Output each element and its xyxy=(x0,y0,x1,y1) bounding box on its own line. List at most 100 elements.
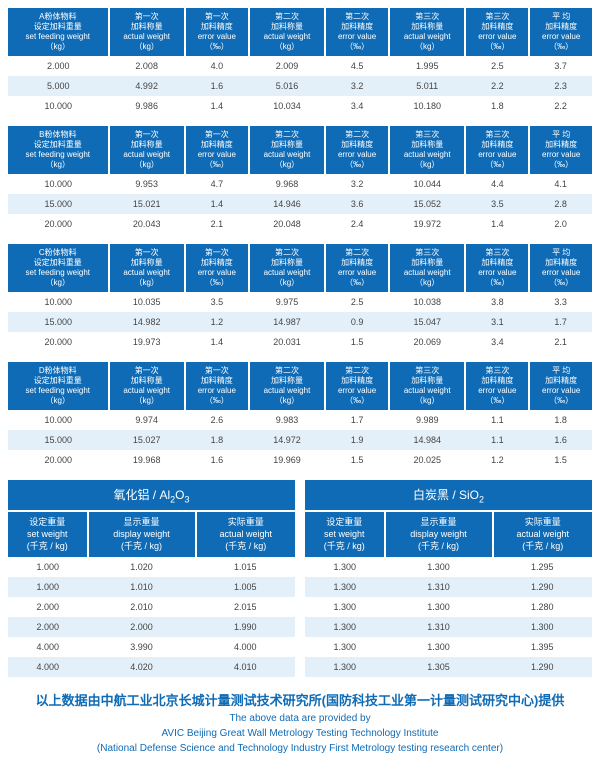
table-cell: 1.300 xyxy=(385,597,493,617)
table-cell: 1.990 xyxy=(196,617,295,637)
table-cell: 1.2 xyxy=(185,312,249,332)
material-title: 白炭黑 / SiO2 xyxy=(305,480,592,512)
table-cell: 3.4 xyxy=(325,96,389,116)
column-header: 平 均加料精度error value（‰） xyxy=(529,126,592,174)
table-cell: 10.044 xyxy=(389,174,465,194)
table-cell: 1.280 xyxy=(493,597,592,617)
table-cell: 1.300 xyxy=(305,617,385,637)
table-cell: 14.987 xyxy=(249,312,325,332)
table-cell: 19.972 xyxy=(389,214,465,234)
table-cell: 19.969 xyxy=(249,450,325,470)
column-header: 显示重量display weight(千克 / kg) xyxy=(385,512,493,557)
table-cell: 10.035 xyxy=(109,292,185,312)
table-cell: 2.000 xyxy=(88,617,196,637)
table-cell: 20.000 xyxy=(8,332,109,352)
table-cell: 2.5 xyxy=(325,292,389,312)
table-cell: 9.974 xyxy=(109,410,185,430)
table-row: 15.00015.0211.414.9463.615.0523.52.8 xyxy=(8,194,592,214)
table-cell: 1.300 xyxy=(305,577,385,597)
table-row: 1.3001.3101.290 xyxy=(305,577,592,597)
table-row: 10.0009.9742.69.9831.79.9891.11.8 xyxy=(8,410,592,430)
table-cell: 1.310 xyxy=(385,577,493,597)
column-header: 第二次加料精度error value（‰） xyxy=(325,362,389,410)
table-cell: 1.7 xyxy=(325,410,389,430)
table-row: 1.0001.0201.015 xyxy=(8,557,295,577)
table-cell: 15.000 xyxy=(8,312,109,332)
table-cell: 1.305 xyxy=(385,657,493,677)
column-header: 平 均加料精度error value（‰） xyxy=(529,244,592,292)
column-header: 第一次加料称量actual weight（kg） xyxy=(109,362,185,410)
table-cell: 15.027 xyxy=(109,430,185,450)
table-cell: 20.000 xyxy=(8,214,109,234)
column-header: 设定重量set weight(千克 / kg) xyxy=(8,512,88,557)
table-cell: 10.000 xyxy=(8,292,109,312)
footer-line-en1: The above data are provided by xyxy=(8,711,592,726)
table-row: 10.0009.9861.410.0343.410.1801.82.2 xyxy=(8,96,592,116)
table-cell: 20.025 xyxy=(389,450,465,470)
table-cell: 1.310 xyxy=(385,617,493,637)
table-cell: 9.968 xyxy=(249,174,325,194)
table-cell: 20.069 xyxy=(389,332,465,352)
table-cell: 15.000 xyxy=(8,194,109,214)
table-cell: 5.016 xyxy=(249,76,325,96)
table-cell: 2.1 xyxy=(529,332,592,352)
table-cell: 4.7 xyxy=(185,174,249,194)
table-row: 5.0004.9921.65.0163.25.0112.22.3 xyxy=(8,76,592,96)
table-row: 10.0009.9534.79.9683.210.0444.44.1 xyxy=(8,174,592,194)
table-cell: 2.008 xyxy=(109,56,185,76)
table-cell: 1.005 xyxy=(196,577,295,597)
table-row: 15.00014.9821.214.9870.915.0473.11.7 xyxy=(8,312,592,332)
table-cell: 4.020 xyxy=(88,657,196,677)
column-header: D粉体物料设定加料重量set feeding weight（kg） xyxy=(8,362,109,410)
table-cell: 2.000 xyxy=(8,597,88,617)
table-cell: 1.290 xyxy=(493,657,592,677)
footer-line-en3: (National Defense Science and Technology… xyxy=(8,741,592,756)
column-header: 平 均加料精度error value（‰） xyxy=(529,8,592,56)
table-cell: 10.000 xyxy=(8,174,109,194)
table-cell: 1.4 xyxy=(185,332,249,352)
table-cell: 10.180 xyxy=(389,96,465,116)
column-header: 第二次加料称量actual weight（kg） xyxy=(249,8,325,56)
column-header: 第三次加料精度error value（‰） xyxy=(465,126,529,174)
table-row: 4.0003.9904.000 xyxy=(8,637,295,657)
table-cell: 1.995 xyxy=(389,56,465,76)
table-cell: 1.6 xyxy=(185,450,249,470)
column-header: 平 均加料精度error value（‰） xyxy=(529,362,592,410)
table-cell: 19.973 xyxy=(109,332,185,352)
column-header: 第三次加料精度error value（‰） xyxy=(465,362,529,410)
table-cell: 2.010 xyxy=(88,597,196,617)
table-cell: 1.9 xyxy=(325,430,389,450)
table-cell: 1.020 xyxy=(88,557,196,577)
column-header: 第二次加料称量actual weight（kg） xyxy=(249,126,325,174)
table-cell: 19.968 xyxy=(109,450,185,470)
table-cell: 20.031 xyxy=(249,332,325,352)
table-cell: 2.3 xyxy=(529,76,592,96)
column-header: 实际重量actual weight(千克 / kg) xyxy=(196,512,295,557)
table-cell: 2.0 xyxy=(529,214,592,234)
table-cell: 1.395 xyxy=(493,637,592,657)
table-row: 2.0002.0102.015 xyxy=(8,597,295,617)
table-cell: 1.300 xyxy=(493,617,592,637)
table-row: 1.3001.3051.290 xyxy=(305,657,592,677)
column-header: 第一次加料称量actual weight（kg） xyxy=(109,8,185,56)
table-cell: 4.992 xyxy=(109,76,185,96)
material-table: 设定重量set weight(千克 / kg)显示重量display weigh… xyxy=(8,512,295,677)
table-cell: 1.000 xyxy=(8,557,88,577)
table-cell: 2.2 xyxy=(529,96,592,116)
table-cell: 9.953 xyxy=(109,174,185,194)
material-block: 白炭黑 / SiO2设定重量set weight(千克 / kg)显示重量dis… xyxy=(305,480,592,677)
powder-table: B粉体物料设定加料重量set feeding weight（kg）第一次加料称量… xyxy=(8,126,592,234)
table-cell: 9.975 xyxy=(249,292,325,312)
footer-line-cn: 以上数据由中航工业北京长城计量测试技术研究所(国防科技工业第一计量测试研究中心)… xyxy=(8,691,592,711)
powder-table: D粉体物料设定加料重量set feeding weight（kg）第一次加料称量… xyxy=(8,362,592,470)
table-cell: 4.0 xyxy=(185,56,249,76)
table-cell: 1.300 xyxy=(385,557,493,577)
table-cell: 9.989 xyxy=(389,410,465,430)
table-cell: 1.295 xyxy=(493,557,592,577)
table-cell: 2.015 xyxy=(196,597,295,617)
column-header: 第一次加料精度error value（‰） xyxy=(185,8,249,56)
table-cell: 4.000 xyxy=(8,637,88,657)
table-cell: 1.6 xyxy=(529,430,592,450)
table-row: 1.3001.3101.300 xyxy=(305,617,592,637)
table-cell: 4.1 xyxy=(529,174,592,194)
